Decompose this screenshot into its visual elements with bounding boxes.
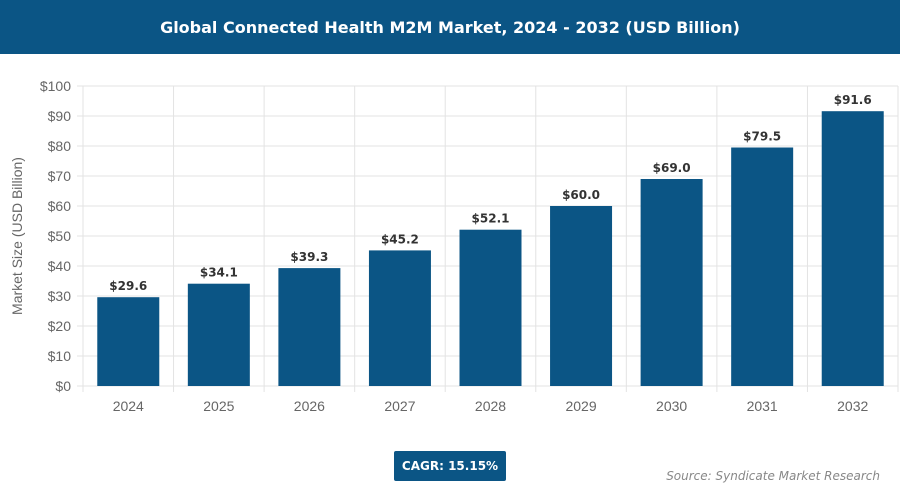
- bar-2026: [278, 268, 341, 386]
- data-label: $91.6: [834, 93, 872, 107]
- y-tick-label: $90: [48, 108, 72, 124]
- data-label: $29.6: [109, 279, 147, 293]
- y-tick-label: $100: [40, 78, 71, 94]
- bar-2025: [187, 283, 250, 386]
- x-tick-label: 2032: [837, 398, 868, 414]
- y-tick-label: $0: [55, 378, 71, 394]
- x-tick-label: 2025: [203, 398, 234, 414]
- bar-2024: [97, 297, 160, 386]
- y-tick-label: $80: [48, 138, 72, 154]
- bar-2032: [821, 111, 884, 386]
- data-label: $60.0: [562, 188, 600, 202]
- data-label: $45.2: [381, 232, 419, 246]
- x-tick-label: 2029: [565, 398, 596, 414]
- x-tick-label: 2030: [656, 398, 687, 414]
- data-label: $79.5: [743, 130, 781, 144]
- bar-2027: [368, 250, 431, 386]
- bar-2029: [550, 206, 613, 386]
- bar-2028: [459, 229, 522, 386]
- y-tick-label: $70: [48, 168, 72, 184]
- chart-title: Global Connected Health M2M Market, 2024…: [0, 0, 900, 54]
- y-tick-label: $30: [48, 288, 72, 304]
- data-label: $34.1: [200, 266, 238, 280]
- cagr-badge: CAGR: 15.15%: [394, 451, 506, 481]
- x-tick-label: 2028: [475, 398, 506, 414]
- y-tick-label: $60: [48, 198, 72, 214]
- y-axis-label: Market Size (USD Billion): [9, 157, 25, 315]
- data-label: $69.0: [653, 161, 691, 175]
- data-label: $39.3: [290, 250, 328, 264]
- y-tick-label: $40: [48, 258, 72, 274]
- x-tick-label: 2027: [384, 398, 415, 414]
- data-label: $52.1: [472, 212, 510, 226]
- x-tick-label: 2031: [747, 398, 778, 414]
- source-note: Source: Syndicate Market Research: [666, 469, 880, 483]
- y-tick-label: $50: [48, 228, 72, 244]
- x-tick-label: 2026: [294, 398, 325, 414]
- bar-2030: [640, 179, 703, 386]
- bar-2031: [731, 147, 794, 386]
- y-tick-label: $10: [48, 348, 72, 364]
- y-tick-label: $20: [48, 318, 72, 334]
- x-tick-label: 2024: [113, 398, 144, 414]
